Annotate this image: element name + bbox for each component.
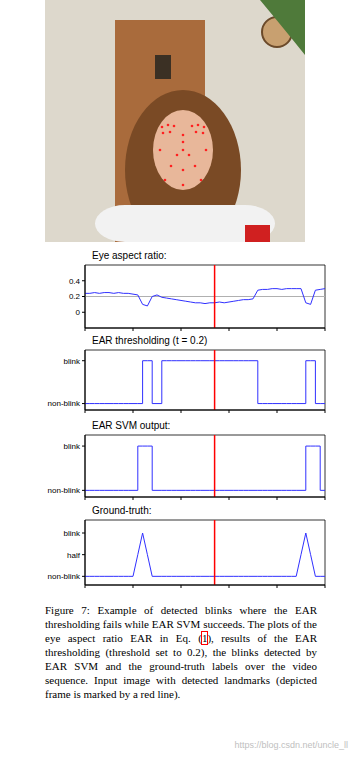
svg-text:blink: blink xyxy=(64,442,81,451)
html-text:https://blog.csdn.net/uncle_ll: https://blog.csdn.net/uncle_ll xyxy=(234,740,348,750)
html-text:EAR SVM output:: EAR SVM output: xyxy=(92,420,171,431)
html-text:Ground-truth:: Ground-truth: xyxy=(92,505,152,516)
svg-text:0: 0 xyxy=(76,308,81,317)
svg-text:blink: blink xyxy=(64,529,81,538)
svg-text:non-blink: non-blink xyxy=(48,486,81,495)
html-text:Eye aspect ratio:: Eye aspect ratio: xyxy=(92,250,167,261)
html-text:Example of detected blinks whe: Example of detected blinks where the EAR… xyxy=(45,604,317,700)
svg-text:non-blink: non-blink xyxy=(48,399,81,408)
html-text:Figure 7:: Figure 7: xyxy=(45,604,90,616)
svg-text:blink: blink xyxy=(64,357,81,366)
svg-text:0.2: 0.2 xyxy=(69,292,81,301)
svg-text:non-blink: non-blink xyxy=(48,572,81,581)
svg-text:0.4: 0.4 xyxy=(69,277,81,286)
svg-text:half: half xyxy=(67,551,81,560)
html-text:EAR thresholding (t = 0.2): EAR thresholding (t = 0.2) xyxy=(92,335,208,346)
